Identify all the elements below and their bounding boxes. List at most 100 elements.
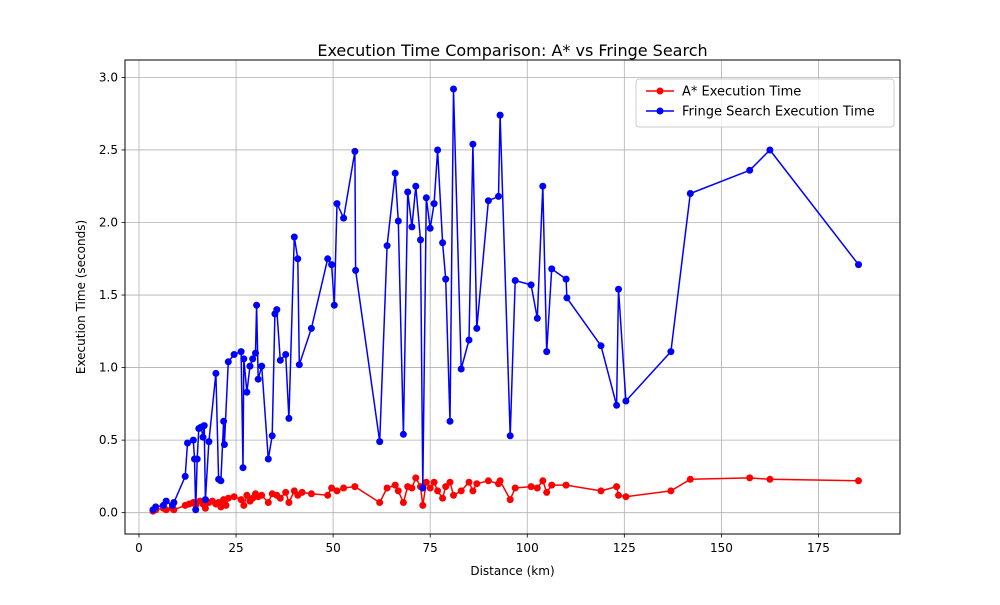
data-point (376, 438, 384, 446)
y-tick-label: 2.0 (99, 215, 118, 229)
data-point (457, 487, 465, 495)
data-point (254, 375, 262, 383)
data-point (548, 481, 556, 489)
data-point (352, 266, 360, 274)
data-point (264, 455, 272, 463)
data-point (855, 261, 862, 269)
y-tick-label: 3.0 (99, 70, 118, 84)
data-point (404, 188, 412, 196)
data-point (340, 214, 348, 222)
data-point (667, 348, 675, 356)
data-point (201, 496, 209, 504)
data-point (506, 432, 514, 440)
x-tick-label: 50 (325, 541, 340, 555)
data-point (746, 474, 754, 482)
data-point (506, 496, 514, 504)
data-point (746, 166, 754, 174)
data-point (446, 478, 454, 486)
data-point (399, 430, 407, 438)
data-point (240, 501, 248, 509)
y-tick-label: 1.5 (99, 288, 118, 302)
data-point (282, 351, 290, 358)
data-point (237, 348, 245, 356)
data-point (562, 275, 570, 283)
x-axis-label: Distance (km) (470, 564, 554, 578)
data-point (391, 481, 399, 489)
data-point (548, 265, 556, 273)
data-point (282, 488, 290, 496)
data-point (351, 483, 359, 491)
x-tick-label: 100 (516, 541, 539, 555)
data-point (224, 494, 232, 502)
data-point (439, 494, 447, 502)
data-point (855, 477, 862, 485)
data-point (201, 504, 209, 512)
data-point (469, 487, 477, 495)
legend: A* Execution Time Fringe Search Executio… (635, 78, 895, 128)
legend-label-fringe: Fringe Search Execution Time (682, 105, 875, 120)
data-point (351, 147, 359, 155)
data-point (597, 342, 605, 350)
data-point (340, 484, 348, 492)
data-point (622, 397, 630, 405)
data-point (333, 487, 341, 495)
data-point (181, 472, 189, 480)
data-point (376, 499, 384, 506)
data-point (417, 236, 424, 244)
data-point (434, 146, 442, 154)
data-point (230, 351, 238, 358)
plot-frame (124, 59, 901, 535)
data-point (419, 501, 427, 509)
data-point (170, 499, 178, 506)
data-point (285, 499, 293, 506)
data-point (249, 355, 257, 363)
data-point (298, 488, 306, 496)
data-point (426, 484, 434, 492)
data-point (252, 349, 259, 357)
data-point (212, 369, 220, 377)
x-tick-label: 125 (613, 541, 636, 555)
data-point (533, 484, 541, 492)
data-point (246, 362, 254, 370)
x-tick-label: 75 (423, 541, 438, 555)
x-tick-label: 25 (228, 541, 243, 555)
data-point (496, 111, 504, 119)
data-point (307, 490, 315, 498)
data-point (766, 146, 774, 154)
data-point (324, 491, 332, 499)
data-point (766, 475, 774, 483)
data-point (243, 388, 251, 396)
data-point (439, 239, 447, 247)
data-point (240, 355, 248, 363)
legend-label-astar: A* Execution Time (682, 85, 801, 100)
data-point (333, 200, 341, 208)
y-axis-label: Execution Time (seconds) (74, 220, 88, 374)
data-point (276, 356, 284, 364)
data-point (442, 275, 450, 283)
data-point (391, 169, 399, 177)
data-point (200, 422, 208, 430)
series-layer (149, 85, 862, 515)
data-point (307, 324, 315, 332)
data-point (533, 314, 541, 322)
data-point (495, 192, 502, 200)
data-point (450, 491, 457, 499)
x-tick-label: 150 (710, 541, 733, 555)
data-point (193, 455, 201, 463)
data-point (243, 491, 251, 499)
data-point (330, 301, 338, 309)
data-point (667, 487, 675, 495)
data-point (442, 483, 450, 491)
y-tick-label: 0.5 (99, 433, 118, 447)
data-point (484, 477, 492, 485)
data-point (408, 484, 416, 492)
data-point (399, 499, 407, 506)
data-point (220, 417, 228, 425)
data-point (408, 223, 416, 231)
data-point (328, 484, 336, 492)
axis-ticks: 0 25 50 75 100 125 150 175 0.0 0.5 1.0 1.5 2.0 2.5 3.0 (99, 70, 830, 555)
data-point (430, 478, 438, 486)
data-point (273, 306, 281, 314)
data-point (220, 441, 228, 448)
